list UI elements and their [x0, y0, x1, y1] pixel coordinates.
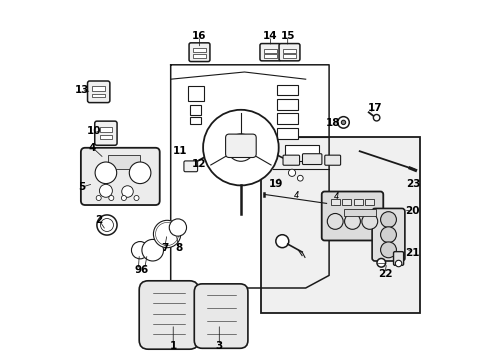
- FancyBboxPatch shape: [194, 284, 247, 348]
- Text: 3: 3: [215, 341, 223, 351]
- Text: 19: 19: [268, 179, 283, 189]
- Text: 22: 22: [377, 269, 391, 279]
- FancyBboxPatch shape: [87, 81, 110, 103]
- Bar: [100, 127, 112, 132]
- FancyBboxPatch shape: [393, 252, 403, 265]
- Circle shape: [108, 195, 114, 201]
- FancyBboxPatch shape: [139, 281, 198, 349]
- Bar: [285, 145, 319, 161]
- Text: 1: 1: [169, 341, 177, 351]
- Text: 2: 2: [95, 215, 102, 225]
- Circle shape: [275, 235, 288, 248]
- Text: 10: 10: [86, 126, 101, 136]
- Circle shape: [95, 162, 117, 184]
- Bar: [100, 135, 112, 139]
- Circle shape: [101, 219, 113, 231]
- Text: 20: 20: [404, 206, 418, 216]
- FancyBboxPatch shape: [324, 155, 340, 165]
- Text: 13: 13: [74, 85, 89, 95]
- Bar: [283, 54, 295, 58]
- Bar: [276, 85, 298, 95]
- Text: 7: 7: [161, 243, 168, 253]
- Circle shape: [155, 222, 178, 246]
- Bar: [92, 94, 105, 97]
- FancyBboxPatch shape: [183, 161, 197, 172]
- Text: 5: 5: [78, 182, 85, 192]
- Bar: [283, 49, 295, 53]
- Circle shape: [96, 195, 101, 201]
- FancyBboxPatch shape: [260, 44, 280, 61]
- Text: 18: 18: [325, 118, 339, 129]
- Bar: [264, 49, 276, 53]
- Bar: [92, 86, 105, 91]
- Bar: [276, 99, 298, 110]
- Text: 4: 4: [333, 192, 338, 201]
- Bar: [353, 199, 362, 205]
- Text: 23: 23: [405, 179, 419, 189]
- Text: 4: 4: [89, 143, 96, 153]
- Bar: [193, 48, 205, 52]
- FancyBboxPatch shape: [302, 154, 321, 165]
- Text: 14: 14: [263, 31, 277, 41]
- Circle shape: [326, 213, 343, 229]
- Text: 9: 9: [135, 265, 142, 275]
- Bar: [276, 128, 298, 139]
- Bar: [276, 113, 298, 124]
- Bar: [107, 155, 140, 169]
- FancyBboxPatch shape: [371, 208, 404, 261]
- Circle shape: [131, 242, 148, 259]
- Bar: [190, 117, 201, 124]
- Circle shape: [121, 195, 126, 201]
- Circle shape: [169, 219, 186, 236]
- Text: 16: 16: [192, 31, 206, 41]
- Circle shape: [122, 186, 133, 197]
- Circle shape: [203, 110, 278, 185]
- Text: 8: 8: [175, 243, 182, 253]
- Bar: [343, 209, 375, 216]
- Text: 6: 6: [141, 265, 148, 275]
- Circle shape: [134, 195, 139, 201]
- Text: 21: 21: [404, 248, 418, 258]
- Circle shape: [297, 175, 303, 181]
- Text: 17: 17: [367, 103, 381, 113]
- FancyBboxPatch shape: [283, 155, 299, 165]
- Circle shape: [380, 212, 396, 228]
- Bar: [187, 86, 203, 101]
- Circle shape: [227, 134, 254, 161]
- Circle shape: [142, 239, 163, 261]
- Circle shape: [373, 114, 379, 121]
- Circle shape: [361, 213, 377, 229]
- Circle shape: [380, 227, 396, 243]
- Circle shape: [288, 169, 295, 176]
- Bar: [260, 137, 419, 313]
- Circle shape: [380, 242, 396, 258]
- Text: 11: 11: [172, 146, 186, 156]
- Circle shape: [99, 184, 112, 197]
- Text: 4: 4: [293, 191, 299, 199]
- Circle shape: [153, 220, 181, 248]
- Bar: [365, 199, 373, 205]
- FancyBboxPatch shape: [95, 121, 117, 145]
- Text: 12: 12: [192, 159, 206, 169]
- Circle shape: [129, 162, 151, 184]
- FancyBboxPatch shape: [225, 134, 256, 158]
- Bar: [342, 199, 350, 205]
- Bar: [264, 54, 276, 58]
- Bar: [330, 199, 339, 205]
- Circle shape: [97, 215, 117, 235]
- FancyBboxPatch shape: [321, 192, 383, 240]
- Circle shape: [344, 213, 360, 229]
- Text: 15: 15: [280, 31, 294, 41]
- Bar: [190, 105, 201, 115]
- FancyBboxPatch shape: [81, 148, 160, 205]
- FancyBboxPatch shape: [189, 43, 209, 62]
- Circle shape: [394, 260, 401, 267]
- Circle shape: [376, 258, 385, 267]
- Circle shape: [341, 120, 345, 125]
- Circle shape: [337, 117, 348, 128]
- FancyBboxPatch shape: [279, 44, 299, 61]
- Bar: [193, 54, 205, 58]
